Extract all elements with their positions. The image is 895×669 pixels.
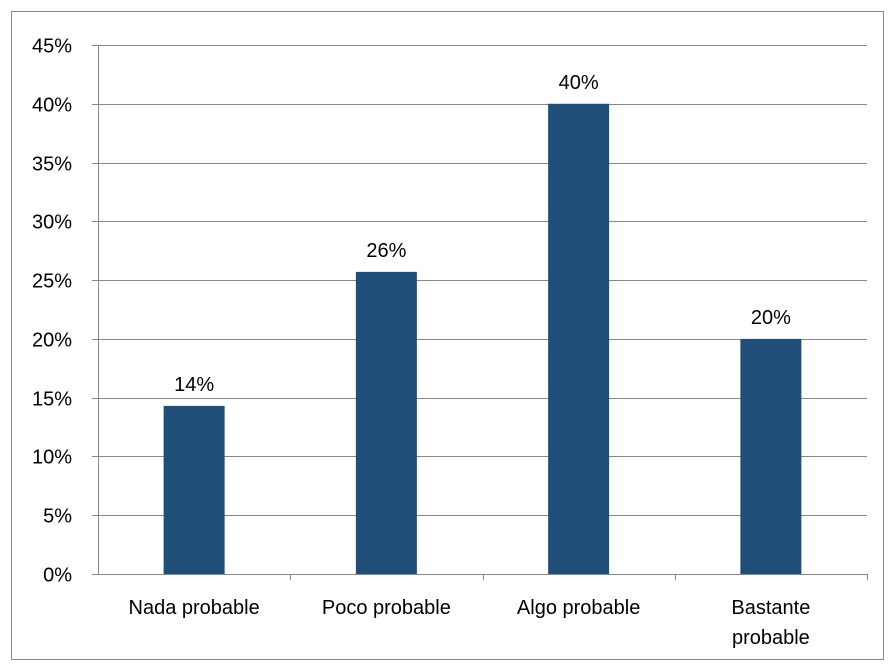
data-label: 40% [559,72,599,94]
category-label: Bastante [731,597,810,619]
bar [164,406,225,574]
category-label: probable [732,627,810,649]
y-tick-label: 20% [32,330,72,352]
category-label: Nada probable [129,597,260,619]
y-tick-label: 30% [32,212,72,234]
y-tick-label: 15% [32,389,72,411]
y-tick-label: 25% [32,271,72,293]
y-tick-label: 40% [32,95,72,117]
data-label: 14% [174,374,214,396]
bar [740,339,801,574]
category-label: Poco probable [322,597,451,619]
bar [356,272,417,574]
y-tick-label: 10% [32,447,72,469]
y-tick-label: 0% [43,565,72,587]
y-tick-label: 45% [32,36,72,58]
bar [548,104,609,574]
data-label: 26% [366,240,406,262]
y-tick-label: 5% [43,506,72,528]
data-label: 20% [751,307,791,329]
y-tick-label: 35% [32,154,72,176]
category-label: Algo probable [517,597,640,619]
